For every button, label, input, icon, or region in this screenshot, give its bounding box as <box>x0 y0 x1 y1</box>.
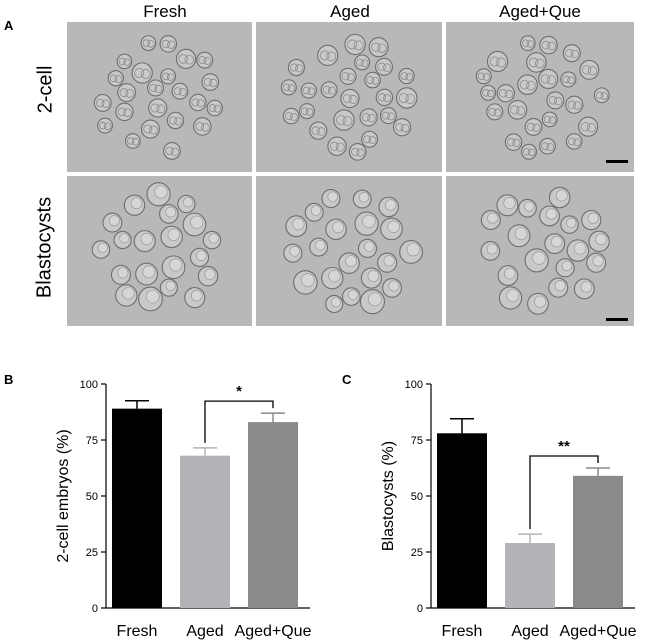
column-header-aged: Aged <box>330 2 370 21</box>
bar <box>437 433 487 608</box>
y-tick-label: 75 <box>411 435 423 447</box>
significance-bracket <box>529 455 599 530</box>
micrograph-aged-blastocysts <box>256 176 442 326</box>
micrograph-fresh-2-cell <box>67 22 252 172</box>
x-tick-label: Aged <box>511 623 548 640</box>
micrograph-aged-2-cell <box>256 22 442 172</box>
x-tick-label: Aged+Que <box>235 623 312 640</box>
y-tick-label: 0 <box>417 603 423 615</box>
y-tick-label: 25 <box>86 547 98 559</box>
scale-bar-2-cell <box>606 160 628 163</box>
significance-marker: * <box>236 383 242 400</box>
row-label-2-cell: 2-cell <box>34 65 57 114</box>
y-tick-label: 50 <box>411 491 423 503</box>
chart-blastocysts: 0 25 50 75 100 Blastocysts (%) Fresh Aged Aged+Q… <box>380 379 637 640</box>
y-axis-label: 2-cell embryos (%) <box>55 429 72 562</box>
y-axis-label: Blastocysts (%) <box>380 441 397 551</box>
y-tick-label: 100 <box>80 379 98 391</box>
micrograph-aged-que-2-cell <box>446 22 634 172</box>
x-tick-label: Fresh <box>442 623 483 640</box>
x-tick-label: Aged <box>186 623 223 640</box>
bar <box>505 543 555 608</box>
column-header-fresh: Fresh <box>143 2 187 21</box>
bar <box>112 408 162 608</box>
column-header-aged-que: Aged+Que <box>499 2 581 21</box>
x-tick-label: Fresh <box>117 623 158 640</box>
panel-letter-c: C <box>342 372 352 387</box>
bar <box>573 475 623 608</box>
y-tick-label: 25 <box>411 547 423 559</box>
x-tick-label: Aged+Que <box>560 623 637 640</box>
panel-letter-b: B <box>4 372 14 387</box>
bar <box>180 455 230 608</box>
significance-bracket <box>204 400 274 443</box>
bar <box>248 422 298 608</box>
y-tick-label: 0 <box>92 603 98 615</box>
panel-letter-a: A <box>4 18 14 33</box>
y-tick-label: 50 <box>86 491 98 503</box>
significance-marker: ** <box>558 438 570 455</box>
y-tick-label: 75 <box>86 435 98 447</box>
row-label-blastocysts: Blastocysts <box>33 196 56 299</box>
chart-2-cell-embryos: 0 25 50 75 100 2-cell embryos (%) Fresh Aged Age… <box>55 379 312 640</box>
micrograph-fresh-blastocysts <box>67 176 252 326</box>
y-tick-label: 100 <box>405 379 423 391</box>
micrograph-aged-que-blastocysts <box>446 176 634 326</box>
scale-bar-blastocysts <box>606 318 628 321</box>
